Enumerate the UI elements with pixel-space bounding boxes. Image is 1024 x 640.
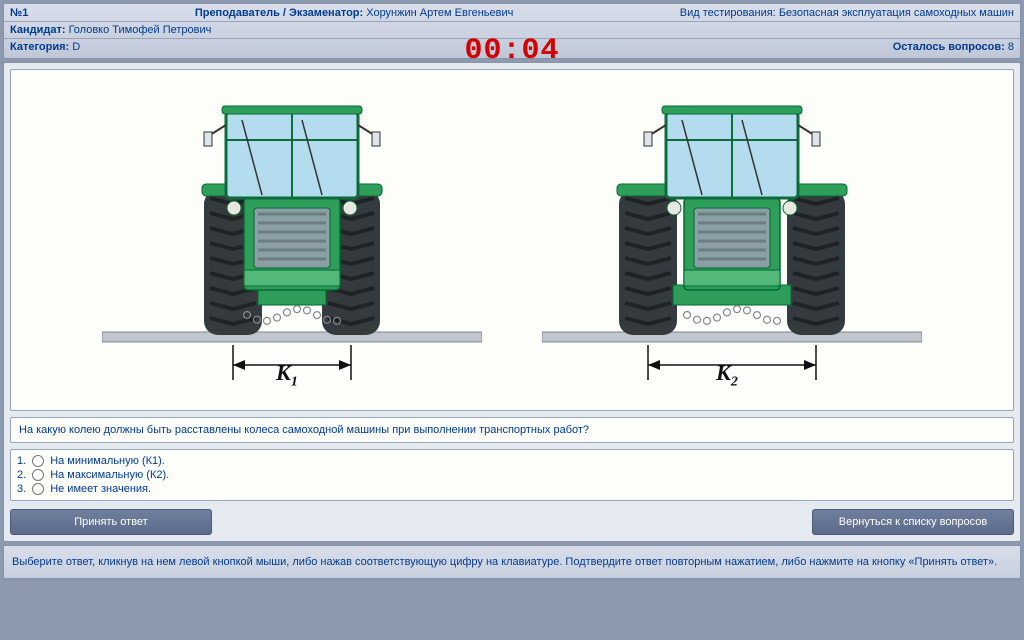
answer-radio[interactable]: [32, 455, 44, 467]
question-image: К1: [10, 69, 1014, 411]
answer-label: На максимальную (К2).: [50, 469, 169, 481]
tractor-diagram: [102, 80, 482, 400]
candidate-name: Головко Тимофей Петрович: [69, 24, 212, 36]
answer-number: 1.: [17, 455, 26, 467]
dimension-label: К2: [716, 360, 738, 390]
answer-radio[interactable]: [32, 469, 44, 481]
candidate-label: Кандидат:: [10, 24, 66, 36]
category-label: Категория:: [10, 41, 69, 53]
answer-row[interactable]: 3. Не имеет значения.: [17, 482, 1007, 496]
question-frame: К1: [3, 62, 1021, 542]
accept-button[interactable]: Принять ответ: [10, 509, 212, 535]
tractor-diagram: [542, 80, 922, 400]
tractor-narrow: К1: [102, 80, 482, 400]
answer-number: 2.: [17, 469, 26, 481]
category-value: D: [72, 41, 80, 53]
answer-radio[interactable]: [32, 483, 44, 495]
hint-panel: Выберите ответ, кликнув на нем левой кно…: [3, 545, 1021, 579]
question-number: №1: [10, 7, 28, 19]
header-panel: №1 Преподаватель / Экзаменатор: Хорунжин…: [3, 3, 1021, 59]
examiner-label: Преподаватель / Экзаменатор:: [195, 7, 363, 19]
back-button[interactable]: Вернуться к списку вопросов: [812, 509, 1014, 535]
answer-number: 3.: [17, 483, 26, 495]
answers-list: 1. На минимальную (К1). 2. На максимальную …: [10, 449, 1014, 501]
answer-row[interactable]: 2. На максимальную (К2).: [17, 468, 1007, 482]
examiner-name: Хорунжин Артем Евгеньевич: [366, 7, 513, 19]
remaining-value: 8: [1008, 41, 1014, 53]
answer-label: Не имеет значения.: [50, 483, 151, 495]
test-type-value: Безопасная эксплуатация самоходных машин: [779, 7, 1014, 19]
question-text: На какую колею должны быть расставлены к…: [10, 417, 1014, 443]
test-type-label: Вид тестирования:: [680, 7, 776, 19]
answer-row[interactable]: 1. На минимальную (К1).: [17, 454, 1007, 468]
dimension-label: К1: [276, 360, 298, 390]
tractor-wide: К2: [542, 80, 922, 400]
timer: 00:04: [464, 34, 559, 68]
remaining-label: Осталось вопросов:: [893, 41, 1005, 53]
answer-label: На минимальную (К1).: [50, 455, 165, 467]
